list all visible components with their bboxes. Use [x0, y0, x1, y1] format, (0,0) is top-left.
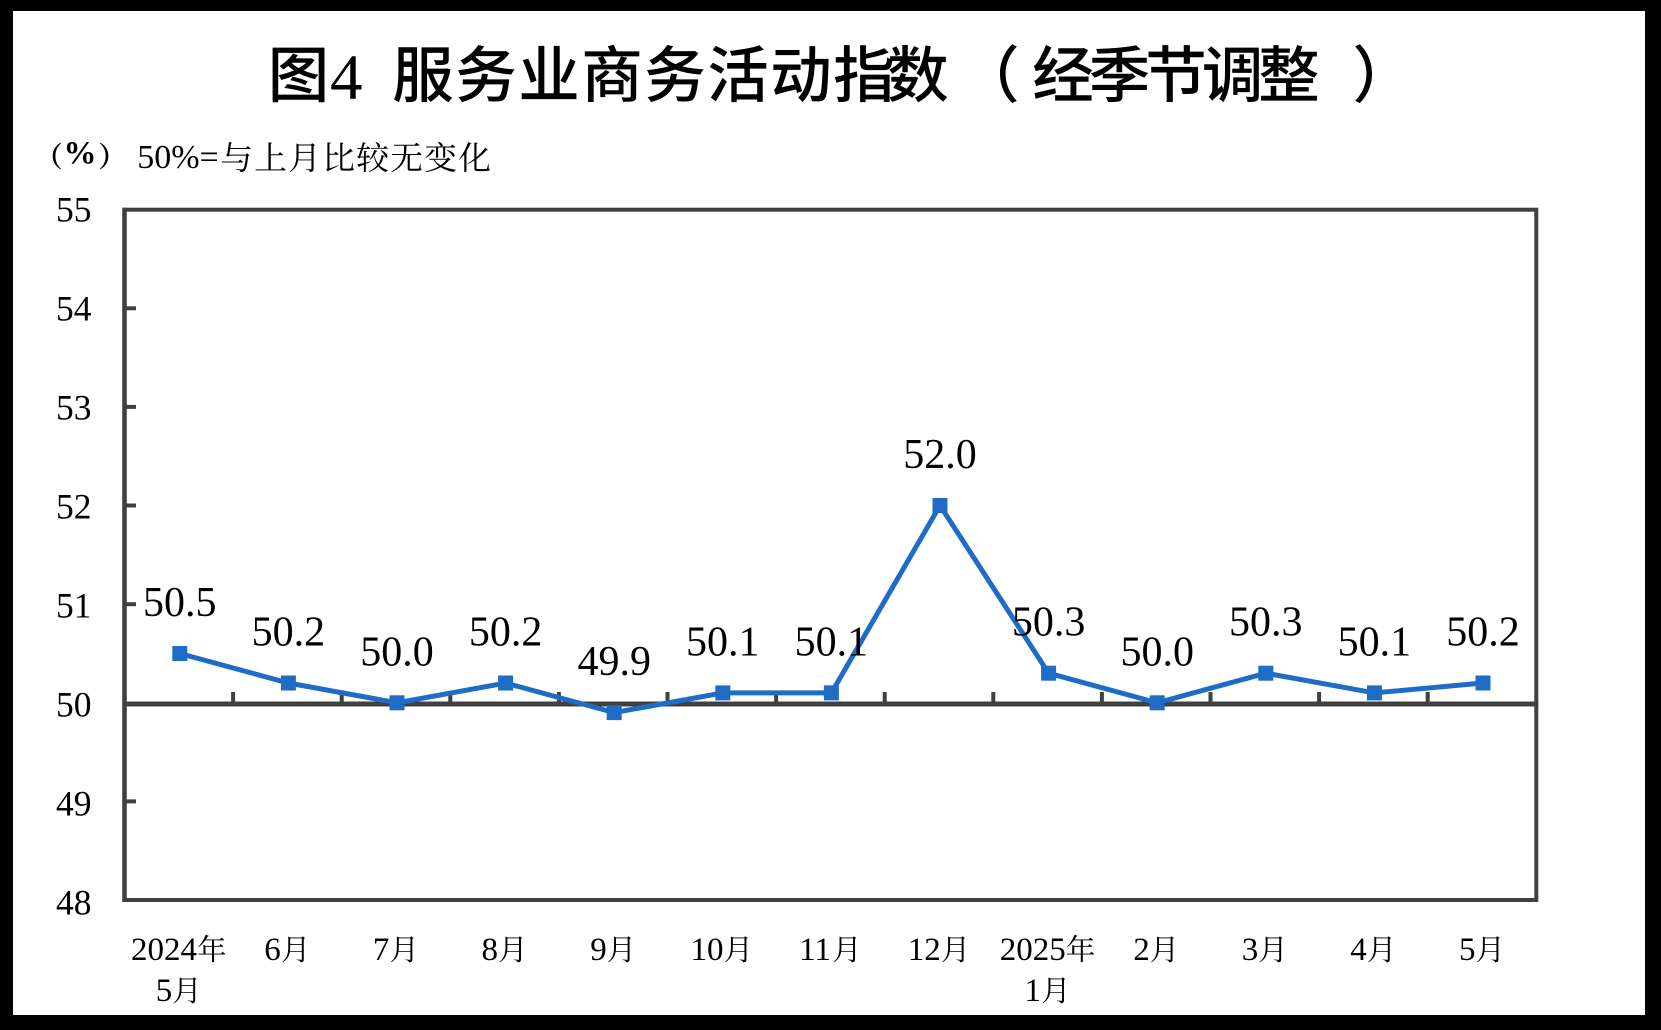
svg-text:50.2: 50.2	[1446, 610, 1520, 656]
svg-text:4: 4	[330, 42, 363, 114]
svg-text:54: 54	[56, 289, 92, 329]
svg-text:2024: 2024	[131, 932, 197, 968]
svg-text:50%=: 50%=	[137, 139, 219, 176]
svg-text:55: 55	[56, 190, 92, 230]
svg-text:2: 2	[1133, 932, 1150, 968]
svg-text:50.3: 50.3	[1229, 600, 1303, 646]
svg-text:50.0: 50.0	[1120, 629, 1194, 675]
svg-text:50.3: 50.3	[1012, 600, 1086, 646]
svg-text:53: 53	[56, 388, 92, 428]
svg-text:%: %	[64, 136, 97, 172]
svg-text:7: 7	[373, 932, 390, 968]
svg-text:50: 50	[56, 685, 92, 725]
svg-text:52.0: 52.0	[903, 432, 977, 478]
svg-text:11: 11	[799, 932, 831, 968]
svg-text:50.2: 50.2	[252, 610, 326, 656]
svg-text:2025: 2025	[1000, 932, 1066, 968]
svg-text:50.0: 50.0	[360, 629, 434, 675]
svg-text:1: 1	[1025, 973, 1042, 1009]
svg-text:8: 8	[482, 932, 499, 968]
svg-text:49: 49	[56, 784, 92, 824]
svg-text:49.9: 49.9	[577, 639, 651, 685]
svg-text:50.1: 50.1	[795, 619, 869, 665]
svg-text:51: 51	[56, 586, 92, 626]
svg-text:4: 4	[1350, 932, 1367, 968]
svg-text:50.5: 50.5	[143, 580, 217, 626]
svg-text:3: 3	[1242, 932, 1259, 968]
svg-text:9: 9	[590, 932, 607, 968]
svg-text:50.1: 50.1	[686, 619, 760, 665]
svg-text:12: 12	[908, 932, 941, 968]
svg-text:6: 6	[264, 932, 281, 968]
svg-text:50.2: 50.2	[469, 610, 543, 656]
svg-text:5: 5	[156, 973, 173, 1009]
svg-text:48: 48	[56, 883, 92, 923]
svg-text:50.1: 50.1	[1338, 619, 1412, 665]
svg-text:52: 52	[56, 487, 92, 527]
svg-text:10: 10	[691, 932, 724, 968]
svg-text:5: 5	[1459, 932, 1476, 968]
